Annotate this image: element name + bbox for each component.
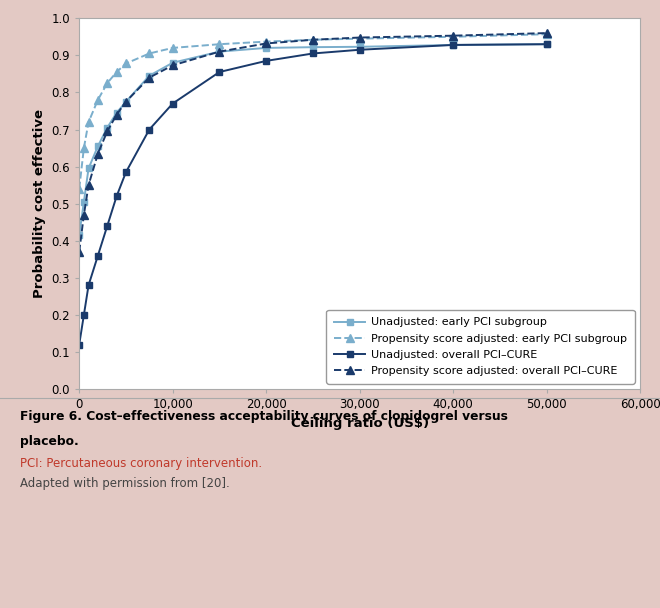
Unadjusted: overall PCI–CURE: (1e+04, 0.77): overall PCI–CURE: (1e+04, 0.77) [169,100,177,107]
Propensity score adjusted: overall PCI–CURE: (5e+03, 0.775): overall PCI–CURE: (5e+03, 0.775) [122,98,130,105]
Propensity score adjusted: overall PCI–CURE: (3e+03, 0.695): overall PCI–CURE: (3e+03, 0.695) [103,128,111,135]
Propensity score adjusted: overall PCI–CURE: (1e+03, 0.55): overall PCI–CURE: (1e+03, 0.55) [84,181,92,188]
Propensity score adjusted: overall PCI–CURE: (1.5e+04, 0.91): overall PCI–CURE: (1.5e+04, 0.91) [215,48,223,55]
Unadjusted: overall PCI–CURE: (2.5e+04, 0.905): overall PCI–CURE: (2.5e+04, 0.905) [309,50,317,57]
X-axis label: Ceiling ratio (US$): Ceiling ratio (US$) [290,416,429,430]
Propensity score adjusted: overall PCI–CURE: (1e+04, 0.873): overall PCI–CURE: (1e+04, 0.873) [169,61,177,69]
Unadjusted: early PCI subgroup: (3e+04, 0.923): early PCI subgroup: (3e+04, 0.923) [356,43,364,50]
Unadjusted: early PCI subgroup: (500, 0.505): early PCI subgroup: (500, 0.505) [80,198,88,206]
Unadjusted: overall PCI–CURE: (4e+03, 0.52): overall PCI–CURE: (4e+03, 0.52) [113,193,121,200]
Propensity score adjusted: early PCI subgroup: (3e+04, 0.945): early PCI subgroup: (3e+04, 0.945) [356,35,364,43]
Unadjusted: overall PCI–CURE: (2e+03, 0.36): overall PCI–CURE: (2e+03, 0.36) [94,252,102,259]
Propensity score adjusted: overall PCI–CURE: (0, 0.37): overall PCI–CURE: (0, 0.37) [75,248,83,255]
Unadjusted: early PCI subgroup: (2e+03, 0.655): early PCI subgroup: (2e+03, 0.655) [94,142,102,150]
Unadjusted: early PCI subgroup: (1e+04, 0.88): early PCI subgroup: (1e+04, 0.88) [169,59,177,66]
Propensity score adjusted: overall PCI–CURE: (500, 0.47): overall PCI–CURE: (500, 0.47) [80,211,88,218]
Propensity score adjusted: early PCI subgroup: (3e+03, 0.825): early PCI subgroup: (3e+03, 0.825) [103,80,111,87]
Unadjusted: early PCI subgroup: (4e+03, 0.745): early PCI subgroup: (4e+03, 0.745) [113,109,121,117]
Unadjusted: early PCI subgroup: (5e+03, 0.775): early PCI subgroup: (5e+03, 0.775) [122,98,130,105]
Text: Adapted with permission from [20].: Adapted with permission from [20]. [20,477,230,490]
Unadjusted: overall PCI–CURE: (5e+04, 0.93): overall PCI–CURE: (5e+04, 0.93) [543,41,550,48]
Propensity score adjusted: overall PCI–CURE: (2e+04, 0.932): overall PCI–CURE: (2e+04, 0.932) [262,40,270,47]
Text: placebo.: placebo. [20,435,79,447]
Unadjusted: early PCI subgroup: (4e+04, 0.928): early PCI subgroup: (4e+04, 0.928) [449,41,457,49]
Propensity score adjusted: early PCI subgroup: (2.5e+04, 0.942): early PCI subgroup: (2.5e+04, 0.942) [309,36,317,43]
Propensity score adjusted: early PCI subgroup: (2e+04, 0.937): early PCI subgroup: (2e+04, 0.937) [262,38,270,45]
Unadjusted: overall PCI–CURE: (7.5e+03, 0.7): overall PCI–CURE: (7.5e+03, 0.7) [145,126,153,133]
Unadjusted: overall PCI–CURE: (3e+03, 0.44): overall PCI–CURE: (3e+03, 0.44) [103,223,111,230]
Propensity score adjusted: overall PCI–CURE: (7.5e+03, 0.84): overall PCI–CURE: (7.5e+03, 0.84) [145,74,153,81]
Unadjusted: early PCI subgroup: (2.5e+04, 0.922): early PCI subgroup: (2.5e+04, 0.922) [309,44,317,51]
Propensity score adjusted: overall PCI–CURE: (5e+04, 0.96): overall PCI–CURE: (5e+04, 0.96) [543,29,550,36]
Unadjusted: early PCI subgroup: (5e+04, 0.93): early PCI subgroup: (5e+04, 0.93) [543,41,550,48]
Propensity score adjusted: early PCI subgroup: (5e+04, 0.957): early PCI subgroup: (5e+04, 0.957) [543,30,550,38]
Propensity score adjusted: overall PCI–CURE: (4e+03, 0.74): overall PCI–CURE: (4e+03, 0.74) [113,111,121,119]
Unadjusted: overall PCI–CURE: (500, 0.2): overall PCI–CURE: (500, 0.2) [80,311,88,319]
Propensity score adjusted: early PCI subgroup: (4e+04, 0.95): early PCI subgroup: (4e+04, 0.95) [449,33,457,41]
Unadjusted: overall PCI–CURE: (1e+03, 0.28): overall PCI–CURE: (1e+03, 0.28) [84,282,92,289]
Propensity score adjusted: early PCI subgroup: (7.5e+03, 0.905): early PCI subgroup: (7.5e+03, 0.905) [145,50,153,57]
Unadjusted: overall PCI–CURE: (5e+03, 0.585): overall PCI–CURE: (5e+03, 0.585) [122,168,130,176]
Propensity score adjusted: overall PCI–CURE: (4e+04, 0.953): overall PCI–CURE: (4e+04, 0.953) [449,32,457,40]
Unadjusted: overall PCI–CURE: (4e+04, 0.928): overall PCI–CURE: (4e+04, 0.928) [449,41,457,49]
Unadjusted: early PCI subgroup: (7.5e+03, 0.845): early PCI subgroup: (7.5e+03, 0.845) [145,72,153,80]
Unadjusted: early PCI subgroup: (1e+03, 0.595): early PCI subgroup: (1e+03, 0.595) [84,165,92,172]
Unadjusted: early PCI subgroup: (2e+04, 0.92): early PCI subgroup: (2e+04, 0.92) [262,44,270,52]
Propensity score adjusted: early PCI subgroup: (1e+03, 0.72): early PCI subgroup: (1e+03, 0.72) [84,119,92,126]
Text: Figure 6. Cost–effectiveness acceptability curves of clopidogrel versus: Figure 6. Cost–effectiveness acceptabili… [20,410,508,423]
Propensity score adjusted: overall PCI–CURE: (2.5e+04, 0.942): overall PCI–CURE: (2.5e+04, 0.942) [309,36,317,43]
Propensity score adjusted: early PCI subgroup: (500, 0.65): early PCI subgroup: (500, 0.65) [80,145,88,152]
Unadjusted: early PCI subgroup: (0, 0.415): early PCI subgroup: (0, 0.415) [75,232,83,239]
Unadjusted: overall PCI–CURE: (3e+04, 0.915): overall PCI–CURE: (3e+04, 0.915) [356,46,364,54]
Propensity score adjusted: overall PCI–CURE: (3e+04, 0.948): overall PCI–CURE: (3e+04, 0.948) [356,34,364,41]
Text: PCI: Percutaneous coronary intervention.: PCI: Percutaneous coronary intervention. [20,457,262,470]
Line: Propensity score adjusted: overall PCI–CURE: Propensity score adjusted: overall PCI–C… [75,29,551,256]
Propensity score adjusted: early PCI subgroup: (2e+03, 0.78): early PCI subgroup: (2e+03, 0.78) [94,96,102,103]
Propensity score adjusted: early PCI subgroup: (1.5e+04, 0.93): early PCI subgroup: (1.5e+04, 0.93) [215,41,223,48]
Legend: Unadjusted: early PCI subgroup, Propensity score adjusted: early PCI subgroup, U: Unadjusted: early PCI subgroup, Propensi… [327,309,635,384]
Y-axis label: Probability cost effective: Probability cost effective [33,109,46,298]
Propensity score adjusted: early PCI subgroup: (0, 0.54): early PCI subgroup: (0, 0.54) [75,185,83,193]
Propensity score adjusted: overall PCI–CURE: (2e+03, 0.635): overall PCI–CURE: (2e+03, 0.635) [94,150,102,157]
Line: Propensity score adjusted: early PCI subgroup: Propensity score adjusted: early PCI sub… [75,30,551,193]
Line: Unadjusted: overall PCI–CURE: Unadjusted: overall PCI–CURE [76,41,550,348]
Propensity score adjusted: early PCI subgroup: (5e+03, 0.878): early PCI subgroup: (5e+03, 0.878) [122,60,130,67]
Unadjusted: overall PCI–CURE: (0, 0.12): overall PCI–CURE: (0, 0.12) [75,341,83,348]
Propensity score adjusted: early PCI subgroup: (4e+03, 0.855): early PCI subgroup: (4e+03, 0.855) [113,68,121,75]
Unadjusted: early PCI subgroup: (3e+03, 0.705): early PCI subgroup: (3e+03, 0.705) [103,124,111,131]
Unadjusted: overall PCI–CURE: (2e+04, 0.885): overall PCI–CURE: (2e+04, 0.885) [262,57,270,64]
Line: Unadjusted: early PCI subgroup: Unadjusted: early PCI subgroup [76,41,550,239]
Unadjusted: overall PCI–CURE: (1.5e+04, 0.855): overall PCI–CURE: (1.5e+04, 0.855) [215,68,223,75]
Unadjusted: early PCI subgroup: (1.5e+04, 0.91): early PCI subgroup: (1.5e+04, 0.91) [215,48,223,55]
Propensity score adjusted: early PCI subgroup: (1e+04, 0.92): early PCI subgroup: (1e+04, 0.92) [169,44,177,52]
